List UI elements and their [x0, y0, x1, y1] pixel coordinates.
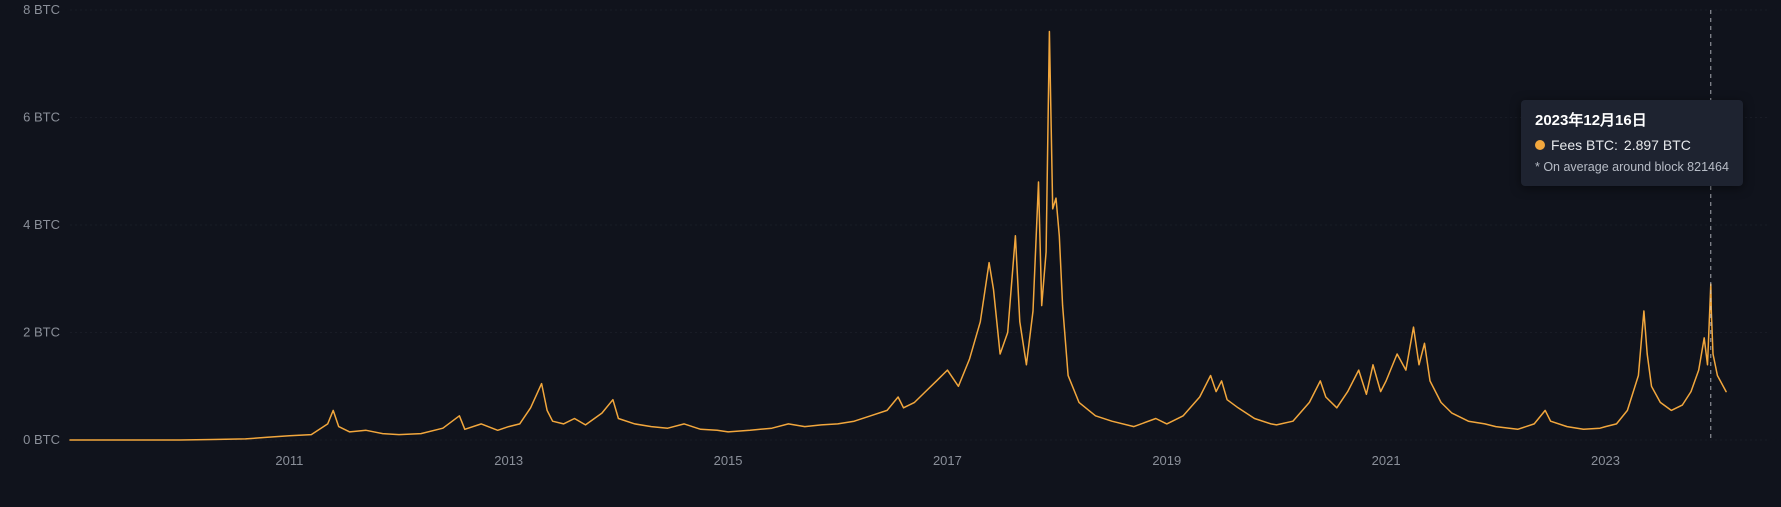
- y-tick-label: 4 BTC: [23, 217, 60, 232]
- y-tick-label: 8 BTC: [23, 2, 60, 17]
- x-tick-label: 2013: [494, 453, 523, 468]
- x-tick-label: 2011: [275, 453, 303, 468]
- chart-svg: 0 BTC 2 BTC 4 BTC 6 BTC 8 BTC 2011 2013 2015 201…: [0, 0, 1781, 507]
- y-tick-label: 6 BTC: [23, 110, 60, 125]
- x-tick-label: 2015: [714, 453, 743, 468]
- x-tick-label: 2019: [1152, 453, 1181, 468]
- y-tick-label: 0 BTC: [23, 432, 60, 447]
- fees-series-line: [70, 32, 1726, 441]
- y-tick-label: 2 BTC: [23, 325, 60, 340]
- x-tick-label: 2017: [933, 453, 962, 468]
- x-tick-label: 2021: [1372, 453, 1401, 468]
- x-tick-label: 2023: [1591, 453, 1620, 468]
- fees-chart[interactable]: 0 BTC 2 BTC 4 BTC 6 BTC 8 BTC 2011 2013 2015 201…: [0, 0, 1781, 507]
